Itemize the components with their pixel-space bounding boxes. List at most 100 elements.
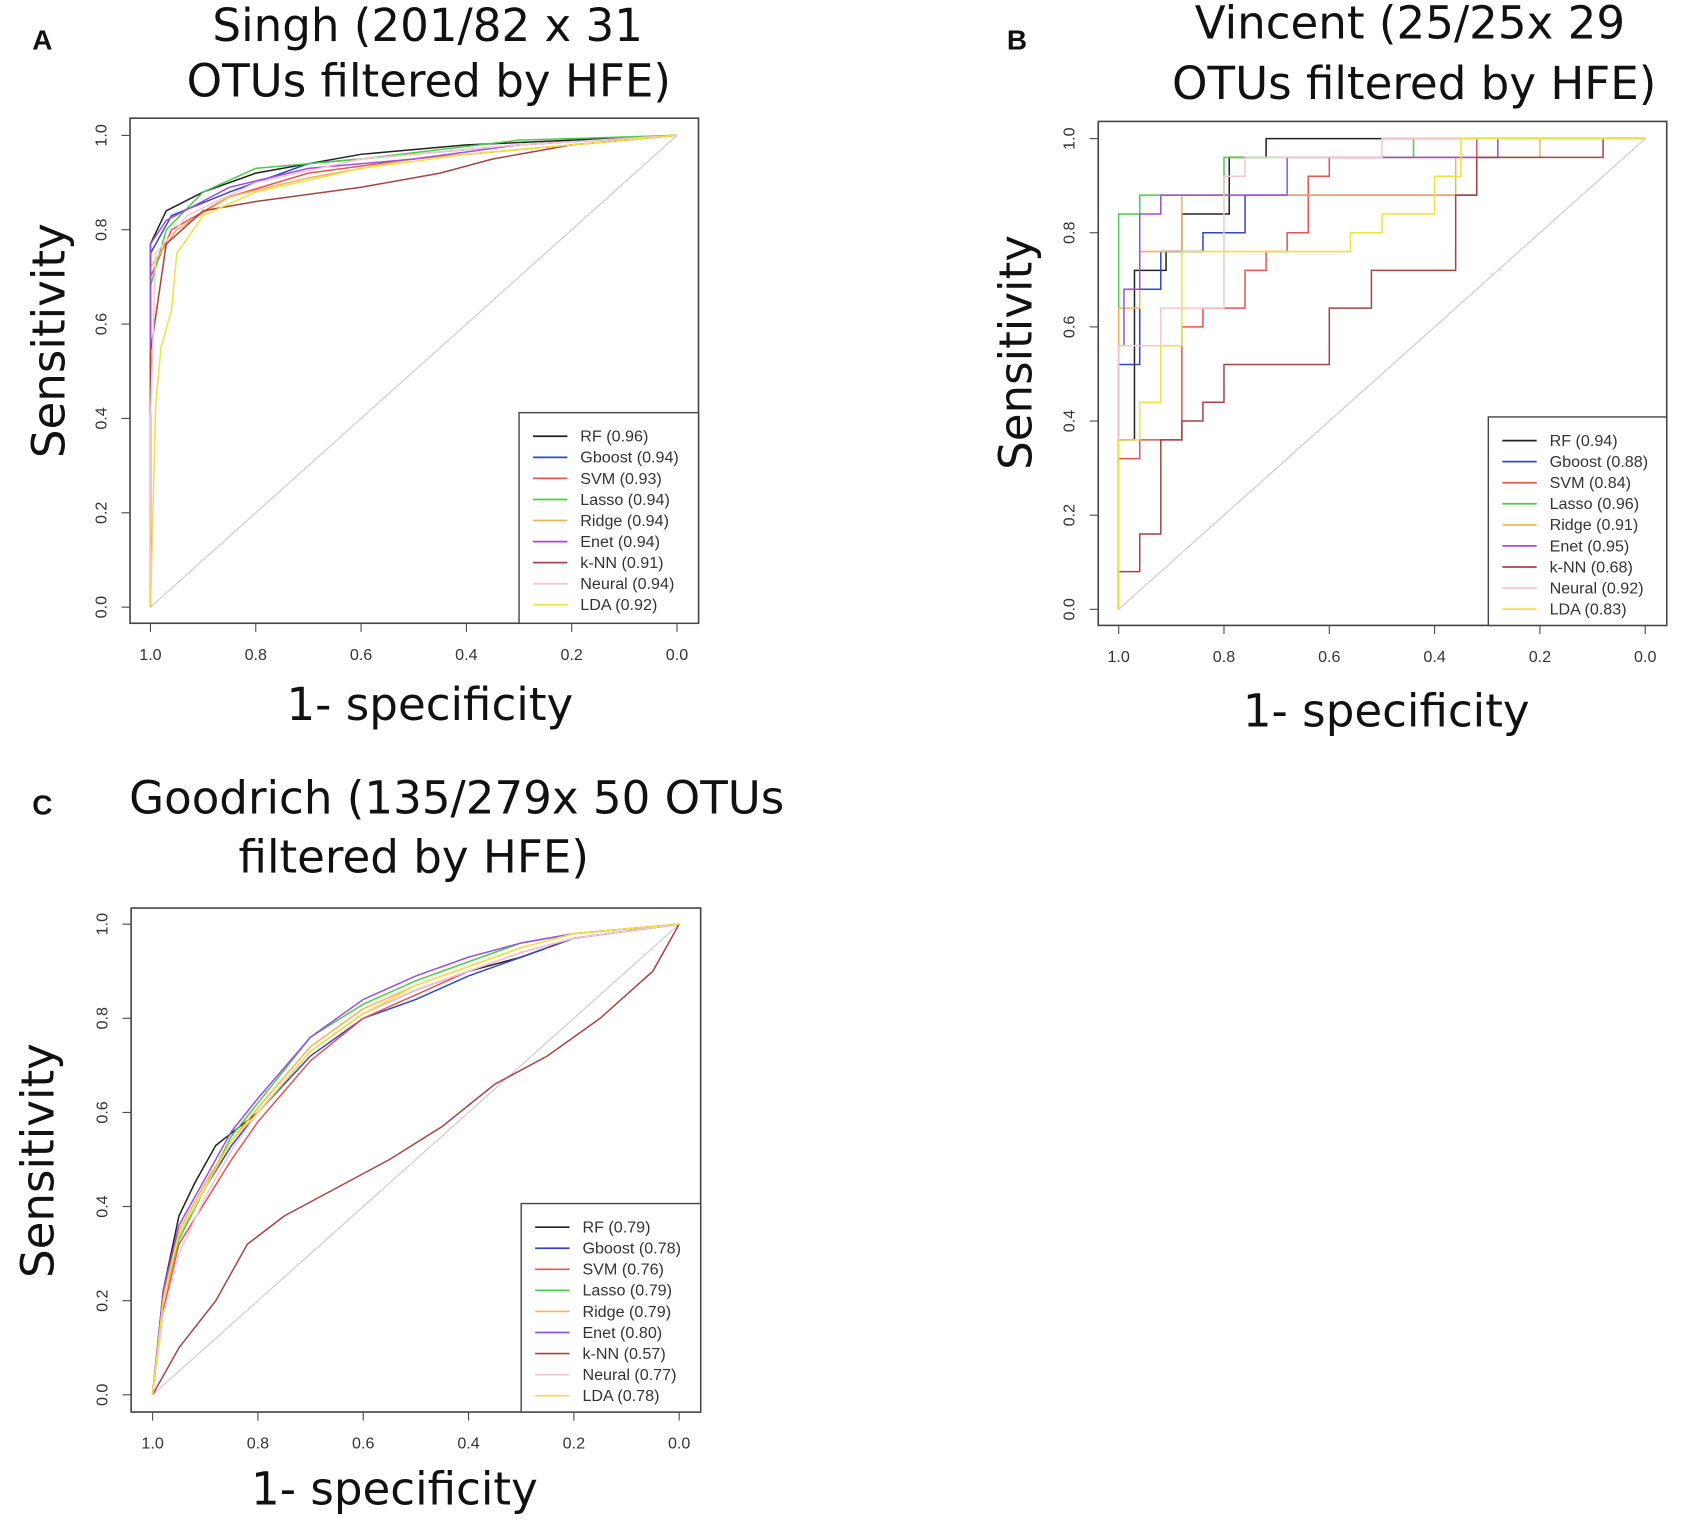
- legend-label-enet: Enet (0.80): [582, 1324, 662, 1342]
- legend-label-k-nn: k-NN (0.91): [580, 554, 663, 572]
- roc-curve-rf: [149, 134, 678, 608]
- chart-title-line-2: filtered by HFE): [239, 831, 589, 884]
- legend-label-ridge: Ridge (0.91): [1550, 516, 1639, 534]
- legend-label-lda: LDA (0.83): [1550, 600, 1627, 618]
- x-tick-label: 0.8: [247, 1435, 269, 1453]
- roc-curve-enet: [149, 134, 678, 608]
- y-tick-label: 1.0: [1061, 127, 1079, 149]
- diagonal-reference-line: [152, 923, 680, 1396]
- y-tick-label: 0.4: [93, 1195, 111, 1217]
- legend-label-neural: Neural (0.77): [582, 1366, 676, 1384]
- plot-frame: [129, 117, 700, 625]
- legend-label-gboost: Gboost (0.88): [1550, 453, 1649, 471]
- x-tick-label: 0.4: [455, 646, 477, 664]
- legend-label-ridge: Ridge (0.94): [580, 512, 669, 530]
- y-axis-label: Sensitivity: [990, 235, 1043, 470]
- panel-c: Goodrich (135/279x 50 OTUs filtered by HF…: [12, 771, 785, 1515]
- y-tick-label: 0.2: [92, 502, 110, 524]
- roc-curve-k-nn: [151, 923, 680, 1396]
- diagonal-reference-line: [1118, 138, 1646, 610]
- x-tick-label: 0.8: [1213, 648, 1235, 666]
- x-tick-label: 0.0: [668, 1435, 690, 1453]
- legend-label-svm: SVM (0.76): [582, 1261, 663, 1279]
- roc-curve-k-nn: [1117, 137, 1646, 610]
- legend-label-gboost: Gboost (0.78): [582, 1240, 681, 1258]
- legend-label-lasso: Lasso (0.94): [580, 491, 670, 509]
- x-tick-label: 0.8: [245, 646, 267, 664]
- legend-label-ridge: Ridge (0.79): [582, 1303, 671, 1321]
- x-tick-label: 1.0: [141, 1435, 163, 1453]
- x-tick-label: 0.4: [1423, 648, 1445, 666]
- y-tick-label: 0.0: [92, 596, 110, 618]
- legend: RF (0.79) Gboost (0.78) SVM (0.76) Lasso (0…: [520, 1202, 702, 1413]
- y-axis-label: Sensitivity: [12, 1043, 65, 1278]
- roc-curve-enet: [1117, 137, 1646, 610]
- y-axis-label: Sensitivity: [22, 223, 75, 458]
- roc-curve-lasso: [149, 134, 678, 608]
- roc-curve-lda: [149, 134, 678, 608]
- chart-title-line-1: Vincent (25/25x 29: [1195, 0, 1625, 50]
- y-tick-label: 0.0: [1061, 598, 1079, 620]
- chart-title-line-2: OTUs filtered by HFE): [1172, 57, 1656, 110]
- legend-label-lasso: Lasso (0.96): [1550, 495, 1640, 513]
- x-tick-label: 0.0: [1634, 648, 1656, 666]
- x-tick-label: 0.2: [1529, 648, 1551, 666]
- y-tick-label: 0.4: [92, 407, 110, 429]
- legend-label-neural: Neural (0.94): [580, 575, 674, 593]
- panel-label-c: C: [32, 790, 52, 821]
- legend-label-svm: SVM (0.84): [1550, 474, 1631, 492]
- legend-label-k-nn: k-NN (0.68): [1550, 558, 1633, 576]
- y-tick-label: 0.8: [93, 1007, 111, 1029]
- legend-box: [520, 1202, 702, 1413]
- legend-label-lda: LDA (0.92): [580, 596, 657, 614]
- legend: RF (0.96) Gboost (0.94) SVM (0.93) Lasso (0…: [518, 411, 700, 624]
- x-tick-label: 0.2: [563, 1435, 585, 1453]
- y-tick-label: 0.8: [92, 219, 110, 241]
- x-axis-label: 1- specificity: [251, 1462, 538, 1515]
- plot-frame: [1097, 120, 1668, 627]
- legend: RF (0.94) Gboost (0.88) SVM (0.84) Lasso (0…: [1487, 416, 1668, 627]
- chart-title-line-2: OTUs filtered by HFE): [187, 55, 671, 108]
- x-tick-label: 0.6: [350, 646, 372, 664]
- roc-curve-lda: [1117, 137, 1646, 610]
- x-axis-label: 1- specificity: [1243, 684, 1530, 737]
- roc-curve-ridge: [1117, 137, 1646, 610]
- x-tick-label: 1.0: [139, 646, 161, 664]
- legend-label-neural: Neural (0.92): [1550, 579, 1644, 597]
- panel-label-a: A: [32, 24, 52, 55]
- legend-label-lasso: Lasso (0.79): [582, 1282, 672, 1300]
- x-tick-label: 0.6: [352, 1435, 374, 1453]
- x-tick-label: 0.6: [1318, 648, 1340, 666]
- roc-curve-neural: [1117, 137, 1646, 610]
- roc-curve-enet: [151, 923, 680, 1395]
- legend-label-rf: RF (0.96): [580, 428, 648, 446]
- y-tick-label: 0.0: [93, 1384, 111, 1406]
- y-tick-label: 1.0: [93, 913, 111, 935]
- chart-title-line-1: Goodrich (135/279x 50 OTUs: [129, 771, 784, 824]
- chart-title-line-1: Singh (201/82 x 31: [212, 0, 643, 52]
- x-tick-label: 0.0: [666, 646, 688, 664]
- roc-curve-svm: [1117, 137, 1646, 610]
- y-tick-label: 0.4: [1061, 410, 1079, 432]
- legend-label-gboost: Gboost (0.94): [580, 449, 679, 467]
- plot-frame: [130, 907, 702, 1413]
- legend-box: [518, 411, 700, 624]
- x-axis-label: 1- specificity: [286, 678, 573, 731]
- roc-curve-k-nn: [149, 134, 678, 608]
- legend-label-enet: Enet (0.94): [580, 533, 660, 551]
- x-tick-label: 0.2: [560, 646, 582, 664]
- y-tick-label: 0.6: [93, 1101, 111, 1123]
- legend-label-k-nn: k-NN (0.57): [582, 1345, 665, 1363]
- roc-curve-neural: [149, 134, 678, 608]
- y-tick-label: 0.6: [92, 313, 110, 335]
- y-tick-label: 1.0: [92, 124, 110, 146]
- roc-curve-lda: [151, 923, 680, 1395]
- y-tick-label: 0.2: [1061, 504, 1079, 526]
- y-tick-label: 0.6: [1061, 316, 1079, 338]
- y-tick-label: 0.2: [93, 1289, 111, 1311]
- legend-label-svm: SVM (0.93): [580, 470, 661, 488]
- legend-label-enet: Enet (0.95): [1550, 537, 1630, 555]
- panel-label-b: B: [1007, 24, 1027, 55]
